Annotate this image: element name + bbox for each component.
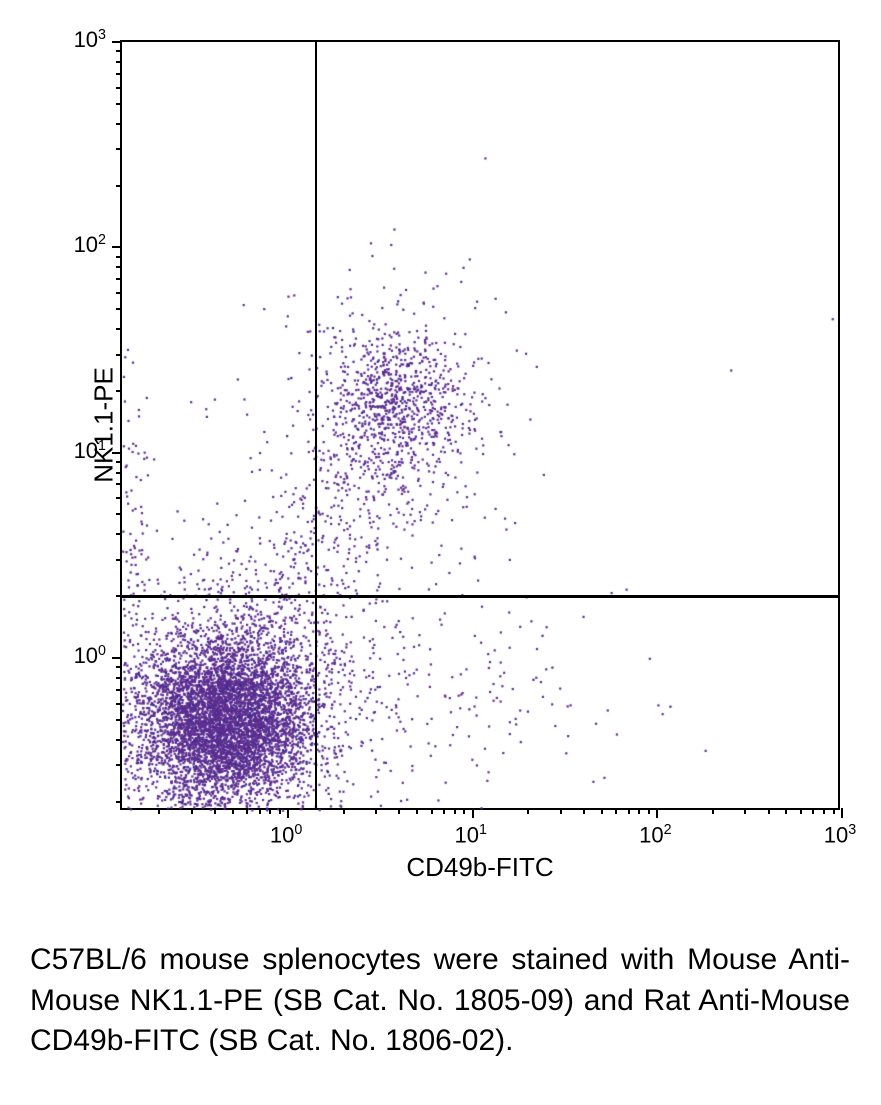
quadrant-horizontal-line bbox=[122, 595, 838, 598]
y-tick bbox=[116, 719, 122, 721]
figure-container: NK1.1-PE CD49b-FITC 100 101 102 103 100 101 10… bbox=[0, 0, 881, 920]
x-tick bbox=[656, 808, 658, 818]
y-tick bbox=[116, 278, 122, 280]
x-tick bbox=[431, 808, 433, 814]
x-tick bbox=[158, 808, 160, 814]
x-tick bbox=[712, 808, 714, 814]
y-tick bbox=[116, 50, 122, 52]
x-tick bbox=[343, 808, 345, 814]
x-tick bbox=[638, 808, 640, 814]
x-tick bbox=[768, 808, 770, 814]
x-tick bbox=[560, 808, 562, 814]
y-tick bbox=[112, 657, 122, 659]
y-tick bbox=[116, 483, 122, 485]
y-tick bbox=[116, 185, 122, 187]
x-tick bbox=[375, 808, 377, 814]
y-tick bbox=[116, 513, 122, 515]
x-tick bbox=[615, 808, 617, 814]
x-tick bbox=[833, 808, 835, 814]
y-tick bbox=[116, 739, 122, 741]
y-tick bbox=[116, 87, 122, 89]
y-tick bbox=[116, 61, 122, 63]
y-tick bbox=[116, 148, 122, 150]
plot-area bbox=[120, 40, 840, 810]
x-tick bbox=[601, 808, 603, 814]
x-tick bbox=[628, 808, 630, 814]
x-tick bbox=[472, 808, 474, 818]
y-tick bbox=[116, 689, 122, 691]
x-tick bbox=[443, 808, 445, 814]
y-tick bbox=[116, 703, 122, 705]
y-tick bbox=[116, 533, 122, 535]
y-tick-label: 103 bbox=[74, 27, 106, 53]
y-tick bbox=[116, 559, 122, 561]
x-tick bbox=[232, 808, 234, 814]
y-tick bbox=[116, 308, 122, 310]
x-tick bbox=[416, 808, 418, 814]
figure-caption: C57BL/6 mouse splenocytes were stained w… bbox=[30, 940, 850, 1062]
y-tick bbox=[116, 595, 122, 597]
y-tick bbox=[116, 354, 122, 356]
x-tick bbox=[269, 808, 271, 814]
x-tick bbox=[841, 808, 843, 818]
x-tick bbox=[527, 808, 529, 814]
x-tick-label: 102 bbox=[639, 822, 671, 848]
x-axis-label: CD49b-FITC bbox=[406, 852, 553, 883]
x-tick bbox=[191, 808, 193, 814]
x-tick bbox=[744, 808, 746, 814]
y-tick bbox=[112, 41, 122, 43]
x-tick bbox=[800, 808, 802, 814]
y-tick bbox=[116, 764, 122, 766]
y-tick bbox=[116, 266, 122, 268]
y-tick-label: 100 bbox=[74, 643, 106, 669]
x-tick bbox=[785, 808, 787, 814]
y-tick bbox=[116, 677, 122, 679]
x-tick-label: 103 bbox=[824, 822, 856, 848]
x-tick bbox=[454, 808, 456, 814]
y-tick-label: 101 bbox=[74, 437, 106, 463]
y-tick bbox=[112, 246, 122, 248]
x-tick bbox=[246, 808, 248, 814]
x-tick bbox=[823, 808, 825, 814]
y-tick bbox=[116, 256, 122, 258]
y-tick bbox=[116, 292, 122, 294]
y-tick bbox=[116, 73, 122, 75]
y-axis-label: NK1.1-PE bbox=[88, 367, 119, 483]
x-tick bbox=[279, 808, 281, 814]
x-tick-label: 101 bbox=[455, 822, 487, 848]
x-tick bbox=[463, 808, 465, 814]
quadrant-vertical-line bbox=[315, 42, 318, 808]
y-tick bbox=[116, 801, 122, 803]
x-tick bbox=[259, 808, 261, 814]
x-tick bbox=[583, 808, 585, 814]
y-tick-label: 102 bbox=[74, 232, 106, 258]
x-tick bbox=[287, 808, 289, 818]
y-tick bbox=[116, 497, 122, 499]
y-tick bbox=[116, 328, 122, 330]
x-tick-label: 100 bbox=[270, 822, 302, 848]
x-tick bbox=[648, 808, 650, 814]
x-tick bbox=[398, 808, 400, 814]
scatter-chart: NK1.1-PE CD49b-FITC 100 101 102 103 100 101 10… bbox=[30, 20, 850, 900]
x-tick bbox=[812, 808, 814, 814]
y-tick bbox=[116, 123, 122, 125]
y-tick bbox=[116, 103, 122, 105]
x-tick bbox=[214, 808, 216, 814]
scatter-canvas bbox=[122, 42, 842, 812]
y-tick bbox=[116, 666, 122, 668]
